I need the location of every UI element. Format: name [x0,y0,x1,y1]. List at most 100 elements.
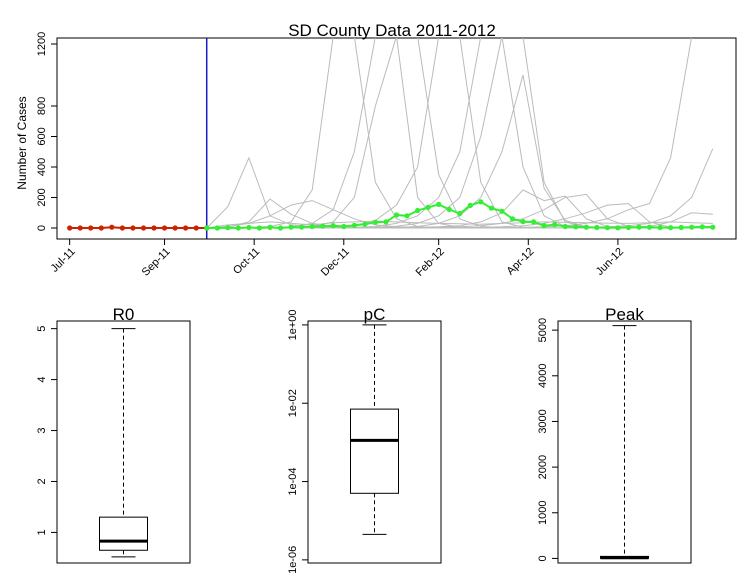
observed-after-marker-point [646,224,653,230]
observed-after-marker-point [604,225,611,231]
r0-title: R0 [113,305,135,324]
y-tick-label: 2000 [537,455,549,479]
observed-after-marker-point [594,224,600,231]
r0-boxplot-panel: R0 1 2 3 4 5 [36,305,191,564]
observed-after-marker-point [467,202,473,208]
observed-after-marker-point [509,216,516,222]
x-axis: Jul-11 Sep-11 Oct-11 Dec-11 Feb-12 Apr-12 Jun-… [49,238,626,279]
y-tick-label: 400 [36,158,48,176]
observed-after-marker-point [668,225,674,231]
observed-after-marker-point [446,206,452,212]
observed-after-marker-point [552,222,558,228]
observed-before-marker-point [151,225,157,231]
x-tick-label: Dec-11 [319,246,352,279]
y-tick-label: 5000 [537,318,549,342]
y-tick-label: 600 [36,127,48,145]
y-tick-label: 4000 [537,364,549,388]
observed-after-marker-point [214,225,220,231]
x-tick-label: Jul-11 [49,246,78,275]
observed-after-marker-point [499,208,505,214]
observed-before-marker-point [67,225,73,231]
observed-before-marker-point [183,225,189,231]
iqr-box [350,408,399,494]
observed-after-marker-point [573,224,579,230]
y-axis: 0 200 400 600 800 1200 [36,32,58,231]
observed-before-marker-point [88,225,94,231]
peak-box: 0 1000 2000 3000 4000 5000 [537,318,649,561]
iqr-box [99,516,148,551]
x-tick-label: Feb-12 [414,246,447,279]
y-tick-label: 1e+00 [287,309,299,340]
y-tick-label: 5 [36,326,48,332]
y-tick-label: 1e-02 [287,389,299,417]
y-tick-label: 800 [36,97,48,115]
observed-after-marker-point [299,224,305,230]
observed-after-marker-point [583,224,589,230]
x-tick-label: Oct-11 [231,246,262,277]
observed-after-marker-point [351,222,357,228]
observed-after-marker-point [436,201,442,207]
timeseries-panel: SD County Data 2011-2012 Number of Cases… [15,21,737,279]
observed-after-marker-point [277,225,284,231]
y-tick-label: 1e-06 [287,546,299,574]
observed-before-marker-point [77,225,83,231]
peak-title: Peak [605,305,644,324]
observed-before-marker-point [161,225,168,231]
y-tick-label: 3 [36,427,48,433]
observed-after-marker-point [246,224,252,231]
observed-after-marker-point [562,223,568,230]
peak-boxplot-panel: Peak 0 1000 2000 3000 4000 5000 [537,305,692,564]
observed-after-marker-point [372,219,378,225]
pc-box: 1e-06 1e-04 1e-02 1e+00 [287,309,399,574]
observed-after-marker-point [457,210,463,217]
observed-after-marker-point [288,224,294,230]
y-tick-label: 0 [36,225,48,231]
observed-after-marker-point [309,223,315,230]
observed-after-marker-point [256,225,262,231]
simulation-line [206,38,713,229]
x-tick-label: Jun-12 [594,246,626,278]
simulation-line [206,156,713,229]
observed-after-marker-point [320,223,326,229]
observed-after-marker-point [225,225,231,231]
y-tick-label: 1e-04 [287,467,299,495]
observed-after-marker-point [699,224,705,230]
observed-after-marker-point [330,223,336,229]
simulation-line [206,38,713,229]
observed-before-marker-point [98,225,104,231]
observed-after-marker-point [415,207,421,214]
simulation-line [206,38,713,229]
simulation-line [206,38,713,229]
y-tick-label: 1200 [36,32,48,56]
observed-after-marker-point [541,223,547,229]
observed-before-marker-point [130,225,136,231]
y-axis-label: Number of Cases [15,96,29,189]
observed-after-marker-point [362,221,368,227]
simulation-line [206,38,692,229]
r0-box: 1 2 3 4 5 [36,326,148,558]
observed-after-marker-point [625,224,632,231]
observed-after-marker-point [393,212,400,218]
observed-after-marker-point [204,225,210,231]
observed-before-marker-point [172,225,178,231]
observed-after-marker-point [267,224,273,230]
y-tick-label: 1 [36,529,48,535]
observed-after-marker-point [531,219,537,225]
observed-before-marker-point [109,224,115,230]
pc-boxplot-panel: pC 1e-06 1e-04 1e-02 1e+00 [287,305,442,574]
observed-after-marker-point [425,204,431,210]
observed-after-marker-point [657,224,663,231]
y-tick-label: 0 [537,555,549,561]
observed-before-marker-point [119,225,125,231]
observed-after-marker-point [383,219,389,225]
x-tick-label: Sep-11 [140,246,173,279]
simulation-line [206,38,713,229]
simulation-line [206,220,713,229]
simulation-line [206,38,713,229]
observed-after-marker-point [488,205,494,211]
observed-after-marker-point [478,199,484,205]
observed-after-marker-point [689,224,695,230]
observed-after-marker-point [235,225,241,231]
observed-after-marker-point [520,219,526,225]
